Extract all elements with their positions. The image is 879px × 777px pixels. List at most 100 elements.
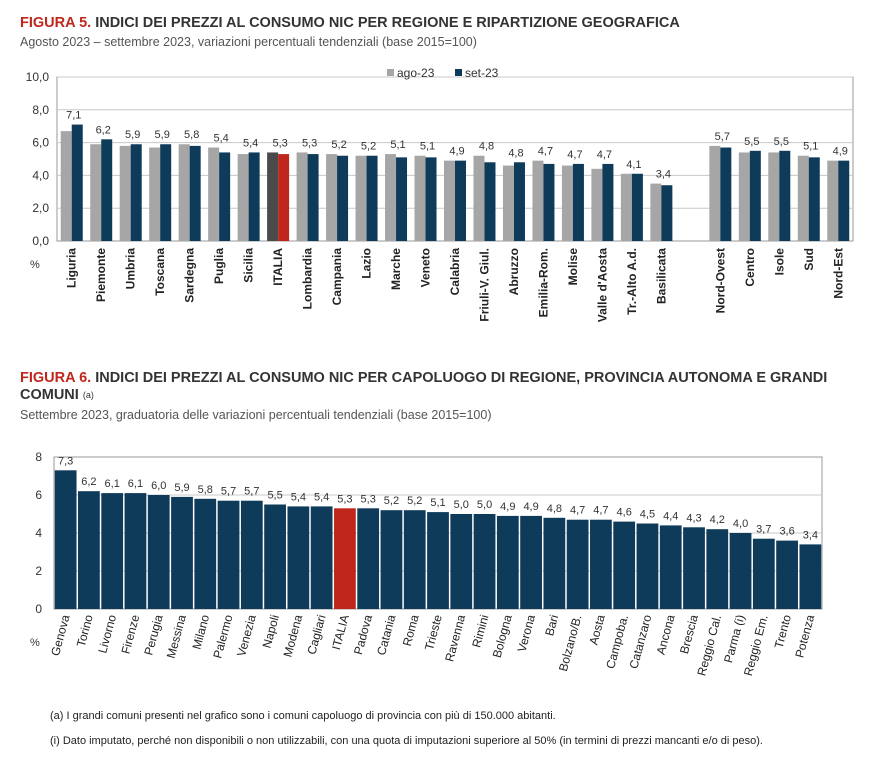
data-label: 4,4 — [663, 510, 678, 522]
bar-set-23 — [602, 163, 614, 241]
data-label: 5,1 — [430, 497, 445, 509]
bar-ago-23 — [178, 144, 190, 241]
bar-set-23 — [337, 155, 349, 241]
figure5-subtitle: Agosto 2023 – settembre 2023, variazioni… — [20, 35, 477, 49]
data-label: 4,7 — [567, 149, 582, 161]
bar-ago-23 — [768, 152, 780, 241]
bar-city — [729, 533, 752, 609]
x-tick-label: Milano — [189, 613, 212, 651]
data-label: 5,4 — [291, 491, 306, 503]
bar-city — [78, 491, 100, 609]
bar-set-23 — [101, 139, 113, 241]
data-label: 5,4 — [213, 133, 228, 145]
bar-ago-23 — [237, 154, 249, 241]
y-tick-label: 6,0 — [32, 136, 49, 150]
bar-ago-23 — [709, 145, 721, 241]
bar-set-23 — [396, 157, 408, 241]
y-tick-label: 6 — [35, 488, 42, 502]
data-label: 5,7 — [221, 486, 236, 498]
data-label: 4,7 — [597, 149, 612, 161]
bar-city — [473, 514, 496, 609]
bar-city — [752, 538, 775, 609]
bar-ago-23 — [797, 155, 809, 241]
bar-city — [496, 515, 519, 609]
x-tick-label: Friuli-V. Giul. — [477, 248, 491, 322]
bar-city — [636, 523, 659, 609]
bar-city — [380, 510, 403, 609]
data-label: 4,3 — [686, 512, 701, 524]
figure5-title: FIGURA 5. INDICI DEI PREZZI AL CONSUMO N… — [20, 15, 680, 32]
x-tick-label: ITALIA — [329, 613, 352, 651]
x-tick-label: Sicilia — [242, 248, 256, 283]
bar-set-23 — [720, 147, 732, 241]
bar-ago-23 — [444, 160, 455, 241]
data-label: 5,2 — [407, 495, 422, 507]
bar-set-23 — [189, 145, 201, 241]
bar-city — [217, 500, 240, 609]
bar-city — [357, 508, 380, 609]
data-label: 5,0 — [454, 499, 469, 511]
x-tick-label: Puglia — [212, 248, 226, 284]
data-label: 4,8 — [547, 503, 562, 515]
figure5-label: FIGURA 5. — [20, 15, 92, 31]
x-tick-label: Catania — [374, 613, 398, 657]
x-tick-label: Ancona — [654, 613, 678, 656]
bar-ago-23 — [385, 154, 397, 241]
x-tick-label: Isole — [772, 248, 786, 276]
data-label: 4,6 — [617, 507, 632, 519]
x-tick-label: Calabria — [448, 248, 462, 296]
data-label: 4,0 — [733, 518, 748, 530]
x-tick-label: Campoba. — [603, 613, 631, 670]
bar-set-23 — [160, 144, 172, 241]
bar-city — [124, 493, 147, 609]
data-label: 4,9 — [449, 146, 464, 158]
x-tick-label: Liguria — [65, 248, 79, 288]
bar-set-23 — [366, 155, 378, 241]
x-tick-label: Livorno — [95, 613, 119, 655]
data-label: 5,2 — [361, 141, 376, 153]
data-label: 7,1 — [66, 110, 81, 122]
data-label: 6,2 — [81, 476, 96, 488]
bar-ago-23 — [119, 145, 131, 241]
data-label: 5,8 — [198, 484, 213, 496]
x-tick-label: Nord-Ovest — [713, 248, 727, 313]
y-tick-label: 4,0 — [32, 168, 49, 182]
bar-ago-23 — [414, 155, 426, 241]
bar-city — [659, 525, 682, 609]
x-tick-label: Roma — [400, 613, 422, 648]
data-label: 3,4 — [803, 529, 818, 541]
data-label: 5,7 — [244, 486, 259, 498]
bar-city — [240, 500, 263, 609]
data-label: 5,7 — [715, 131, 730, 143]
data-label: 4,2 — [710, 514, 725, 526]
bar-ago-23 — [267, 152, 279, 241]
x-tick-label: Brescia — [677, 613, 701, 656]
data-label: 6,1 — [105, 478, 120, 490]
bar-city — [264, 504, 286, 609]
y-tick-label: 8,0 — [32, 103, 49, 117]
bar-ago-23 — [561, 165, 573, 241]
data-label: 5,3 — [302, 137, 317, 149]
bar-ago-23 — [296, 152, 308, 241]
bar-ago-23 — [738, 152, 750, 241]
bar-city — [683, 527, 705, 609]
bar-ago-23 — [650, 183, 662, 241]
bar-city — [171, 496, 193, 609]
x-tick-label: Valle d'Aosta — [595, 248, 609, 323]
data-label: 5,3 — [337, 493, 352, 505]
data-label: 4,7 — [570, 505, 585, 517]
bar-city — [450, 514, 473, 609]
data-label: 5,1 — [420, 141, 435, 153]
legend-label-ago: ago-23 — [397, 66, 435, 80]
data-label: 5,4 — [243, 137, 258, 149]
data-label: 5,2 — [331, 139, 346, 151]
x-tick-label: Tr.-Alto A.d. — [625, 248, 639, 315]
data-label: 5,9 — [125, 129, 140, 141]
bar-ago-23 — [208, 147, 220, 241]
bar-set-23 — [543, 163, 555, 241]
bar-city — [427, 512, 449, 609]
y-tick-label: 0 — [35, 602, 42, 616]
plot-area-6 — [53, 456, 823, 610]
data-label: 6,2 — [96, 124, 111, 136]
x-tick-label: Reggio Em. — [741, 613, 771, 677]
